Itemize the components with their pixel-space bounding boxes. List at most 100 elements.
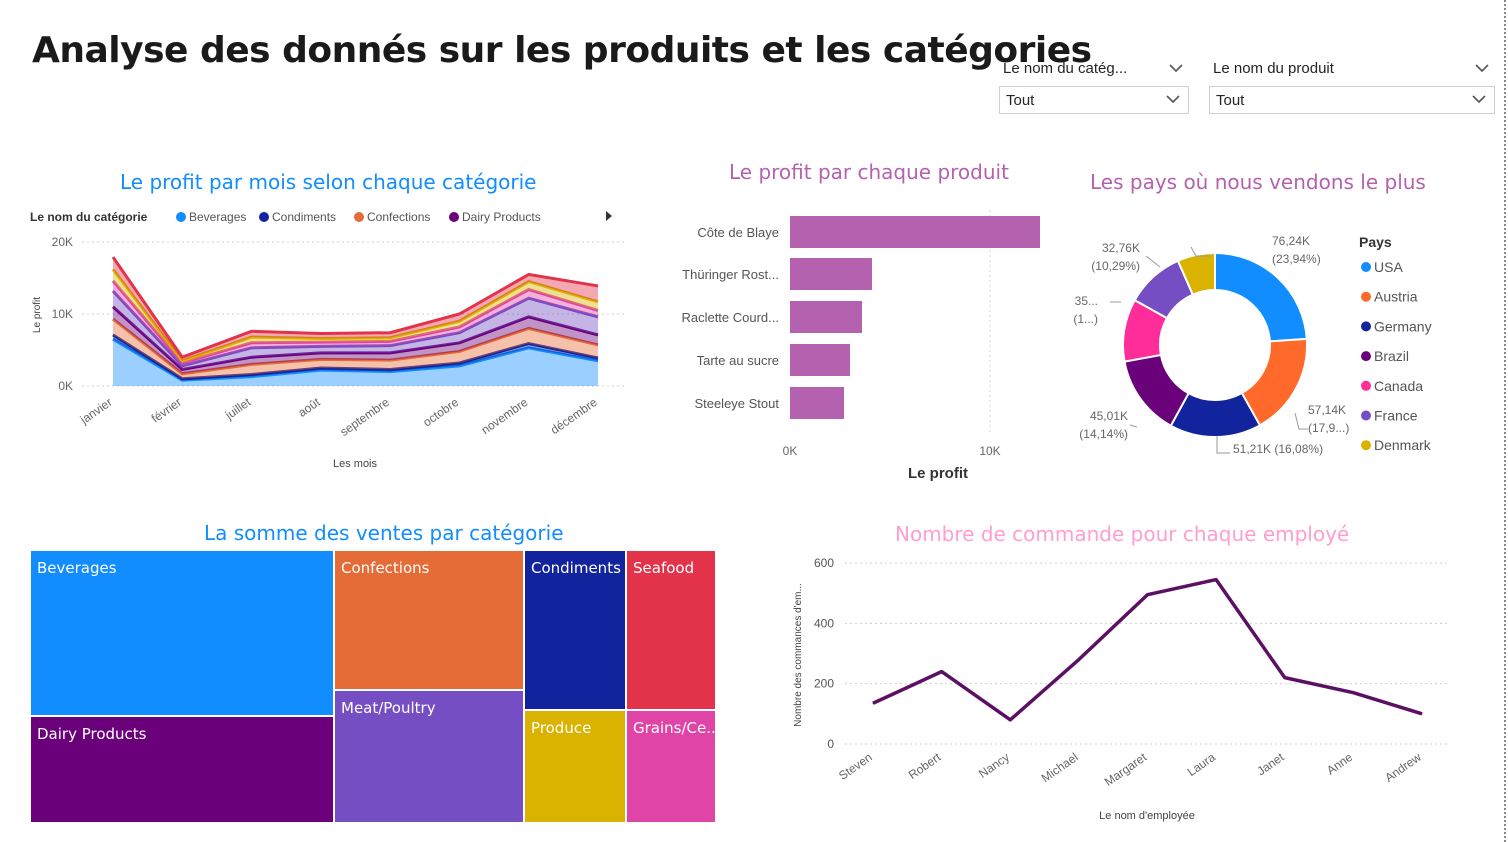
x-tick-label: novembre [479, 395, 531, 437]
x-tick-label: Robert [906, 750, 944, 783]
legend-title: Pays [1359, 234, 1392, 250]
chevron-down-icon[interactable] [1475, 56, 1489, 73]
legend-item: Denmark [1374, 437, 1432, 453]
legend-marker [1361, 351, 1371, 362]
category-slicer[interactable]: Le nom du catég... Tout [999, 56, 1189, 114]
x-tick-label: Steven [836, 750, 875, 783]
bar [790, 301, 862, 333]
data-point [1421, 713, 1423, 715]
category-dropdown[interactable]: Tout [999, 86, 1189, 114]
x-tick-label: janvier [77, 395, 115, 427]
x-tick-label: février [149, 395, 184, 426]
line-chart: 0 200 400 600 Steven Robert Nancy Michael Margar… [793, 556, 1450, 822]
line-grains-cereals [111, 279, 599, 365]
data-point [941, 671, 943, 673]
legend-marker [176, 212, 186, 222]
legend-item: Beverages [189, 210, 246, 224]
x-tick-label: juillet [222, 395, 254, 423]
donut-chart: 76,24K (23,94%) 57,14K (17,9...) 51,21K (16,… [1073, 234, 1432, 456]
area-chart-title: Le profit par mois selon chaque catégori… [120, 170, 537, 194]
line-seafood [111, 256, 599, 360]
area-confections [113, 319, 598, 379]
slice-usa [1214, 251, 1308, 343]
legend-item: Germany [1374, 318, 1432, 334]
y-axis-title: Le profit [32, 297, 43, 333]
chevron-down-icon [1472, 87, 1486, 104]
leader-line [1190, 246, 1210, 257]
product-slicer-header[interactable]: Le nom du produit [1209, 56, 1495, 82]
chevron-down-icon [1166, 87, 1180, 104]
category-dropdown-value: Tout [1006, 92, 1035, 109]
data-label: (10,29%) [1091, 259, 1140, 273]
treemap-tile-beverages[interactable]: Beverages [30, 550, 334, 716]
y-category-label: Côte de Blaye [697, 225, 779, 240]
x-tick-label: Laura [1185, 750, 1218, 779]
area-beverages [113, 339, 598, 386]
data-point [1009, 719, 1011, 721]
y-category-label: Thüringer Rost... [682, 267, 779, 282]
line-condiments [112, 333, 599, 381]
data-label: 35... [1075, 294, 1098, 308]
data-point [872, 702, 874, 704]
data-label: 76,24K [1272, 234, 1310, 248]
legend-item: Dairy Products [462, 210, 541, 224]
donut-chart-title: Les pays où nous vendons le plus [1090, 170, 1426, 194]
treemap-tile-produce[interactable]: Produce [524, 710, 626, 823]
bar-chart: Côte de Blaye Thüringer Rost... Raclette C… [681, 210, 1040, 482]
legend-title: Le nom du catégorie [30, 210, 148, 224]
chevron-down-icon[interactable] [1169, 56, 1183, 73]
treemap-title: La somme des ventes par catégorie [204, 521, 564, 545]
legend-item: Confections [367, 210, 430, 224]
legend-marker [354, 212, 364, 222]
legend-marker [1361, 321, 1371, 332]
legend-item: France [1374, 408, 1418, 424]
data-label: 57,14K [1308, 403, 1346, 417]
line-meat-poultry [111, 289, 599, 368]
x-tick-label: 0K [783, 444, 798, 458]
leader-line [1129, 424, 1138, 428]
data-label: (1...) [1073, 312, 1098, 326]
legend-marker [449, 212, 459, 222]
legend-item: Brazil [1374, 348, 1409, 364]
y-category-label: Steeleye Stout [694, 396, 779, 411]
legend-marker [259, 212, 269, 222]
treemap-tile-confections[interactable]: Confections [334, 550, 524, 690]
slice-denmark [1176, 251, 1216, 296]
data-label: 32,76K [1102, 241, 1140, 255]
x-tick-label: 10K [979, 444, 1000, 458]
treemap-tile-dairy-products[interactable]: Dairy Products [30, 716, 334, 823]
treemap-tile-grains-cereals[interactable]: Grains/Ce... [626, 710, 716, 823]
line-confections [112, 317, 599, 376]
product-dropdown[interactable]: Tout [1209, 86, 1495, 114]
x-axis-title: Le nom d'employée [1099, 810, 1195, 822]
data-label: (14,14%) [1079, 427, 1128, 441]
data-point [1215, 579, 1217, 581]
treemap-tile-condiments[interactable]: Condiments [524, 550, 626, 710]
x-axis-title: Les mois [333, 458, 378, 470]
line-chart-title: Nombre de commande pour chaque employé [895, 522, 1350, 546]
x-tick-label: Nancy [976, 750, 1012, 781]
y-category-label: Raclette Courd... [681, 310, 779, 325]
leader-line [1145, 255, 1161, 268]
line-dairy-products [111, 305, 599, 372]
treemap-tile-meat-poultry[interactable]: Meat/Poultry [334, 690, 524, 823]
x-tick-label: Michael [1039, 750, 1081, 785]
y-category-label: Tarte au sucre [697, 353, 779, 368]
legend-marker [1361, 262, 1371, 272]
line-beverages [112, 337, 599, 382]
bar [790, 387, 844, 419]
y-tick-label: 20K [52, 235, 73, 249]
product-slicer[interactable]: Le nom du produit Tout [1209, 56, 1495, 114]
x-tick-label: Anne [1324, 750, 1355, 778]
leader-line [1294, 412, 1308, 430]
legend-marker [1361, 410, 1371, 421]
data-point [1352, 692, 1354, 694]
y-tick-label: 0 [827, 737, 834, 751]
x-tick-label: octobre [420, 395, 461, 430]
y-tick-label: 0K [58, 379, 73, 393]
treemap-tile-seafood[interactable]: Seafood [626, 550, 716, 710]
category-slicer-header[interactable]: Le nom du catég... [999, 56, 1189, 82]
bar-chart-title: Le profit par chaque produit [729, 160, 1009, 184]
product-slicer-label: Le nom du produit [1213, 60, 1334, 77]
legend-item: Austria [1374, 289, 1418, 305]
